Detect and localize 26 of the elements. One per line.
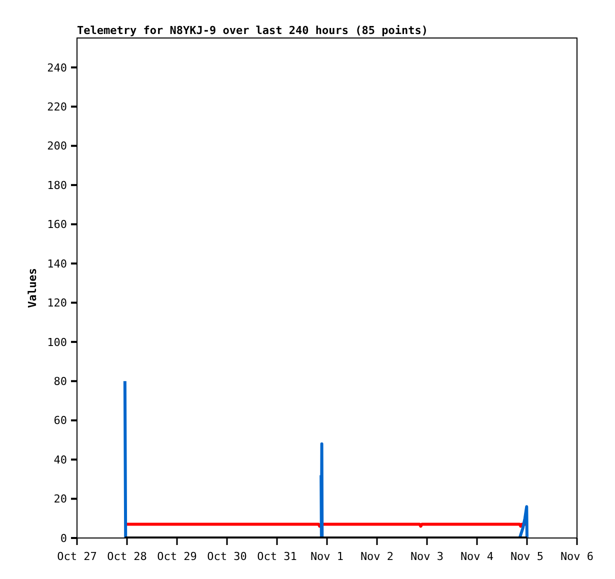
y-tick-label: 120 bbox=[47, 296, 67, 310]
x-tick-label: Nov 6 bbox=[560, 550, 594, 563]
x-tick-label: Nov 1 bbox=[310, 550, 344, 563]
y-tick-label: 240 bbox=[47, 61, 67, 74]
y-tick-label: 220 bbox=[47, 100, 67, 114]
y-tick-label: 0 bbox=[60, 532, 67, 545]
x-tick-label: Nov 3 bbox=[410, 550, 444, 563]
y-tick-label: 100 bbox=[47, 336, 67, 349]
y-tick-label: 20 bbox=[54, 492, 67, 506]
y-tick-label: 140 bbox=[47, 257, 67, 270]
x-tick-label: Oct 27 bbox=[57, 550, 97, 563]
y-tick-label: 200 bbox=[47, 140, 67, 153]
x-tick-label: Oct 31 bbox=[257, 550, 297, 563]
x-tick-label: Nov 5 bbox=[510, 550, 544, 563]
y-tick-label: 180 bbox=[47, 178, 67, 192]
y-tick-label: 60 bbox=[54, 414, 67, 428]
y-axis-title: Values bbox=[26, 268, 39, 308]
x-tick-label: Nov 4 bbox=[460, 550, 494, 563]
x-tick-label: Nov 2 bbox=[360, 550, 394, 563]
y-tick-label: 80 bbox=[54, 374, 67, 388]
y-tick-label: 160 bbox=[47, 218, 67, 232]
x-tick-label: Oct 29 bbox=[157, 550, 197, 563]
x-tick-label: Oct 28 bbox=[107, 550, 147, 563]
chart-title: Telemetry for N8YKJ-9 over last 240 hours (85 points) bbox=[77, 24, 428, 37]
x-tick-label: Oct 30 bbox=[207, 550, 247, 563]
y-tick-label: 40 bbox=[54, 453, 67, 466]
